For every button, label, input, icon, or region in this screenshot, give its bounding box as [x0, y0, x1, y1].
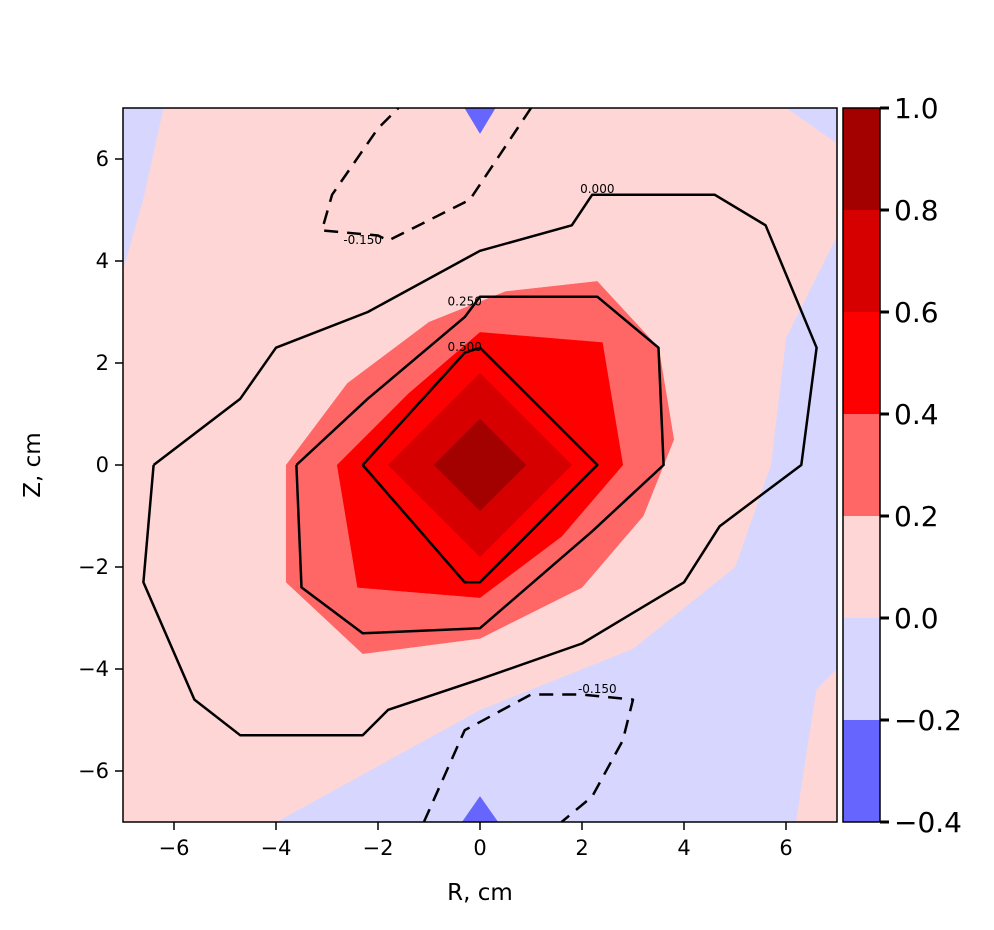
colorbar-tick-label: 0.0: [894, 602, 939, 635]
colorbar-segment: [843, 414, 880, 516]
x-tick-label: −2: [363, 836, 394, 860]
colorbar-segment: [843, 108, 880, 210]
filled-region-2: [795, 668, 837, 822]
colorbar-tick-label: 0.4: [894, 398, 939, 431]
contour-label-1: 0.250: [448, 294, 482, 308]
colorbar-tick-label: 0.2: [894, 500, 939, 533]
contour-line-4: [422, 693, 635, 822]
contour-label-2: 0.500: [448, 340, 482, 354]
x-tick-label: 4: [677, 836, 690, 860]
colorbar-tick-label: 1.0: [894, 92, 939, 125]
y-tick-label: 4: [96, 249, 109, 273]
x-tick-label: 2: [575, 836, 588, 860]
contour-label-4: -0.150: [578, 682, 617, 696]
y-tick-label: 6: [96, 147, 109, 171]
y-tick-label: −4: [78, 657, 109, 681]
colorbar-tick-label: −0.2: [894, 704, 962, 737]
colorbar-segment: [843, 516, 880, 618]
contour-labels: 0.000 0.250 0.500 -0.150 -0.150: [343, 182, 616, 696]
filled-region-7: [464, 108, 496, 134]
colorbar-frame: [842, 107, 881, 823]
x-tick-label: −4: [261, 836, 292, 860]
contour-line-2: [361, 346, 599, 584]
contour-line-0: [142, 193, 818, 737]
colorbar: −0.4 −0.2 0.0 0.2 0.4 0.6 0.8 1.0: [842, 92, 962, 839]
colorbar-segment: [843, 720, 880, 822]
x-tick-label: 0: [473, 836, 486, 860]
filled-region-6: [433, 418, 527, 512]
contour-lines: [142, 108, 818, 822]
filled-contours: [123, 108, 837, 822]
colorbar-tick-label: 0.6: [894, 296, 939, 329]
colorbar-tick-label: −0.4: [894, 806, 962, 839]
y-tick-label: 0: [96, 453, 109, 477]
contour-label-0: 0.000: [580, 182, 614, 196]
colorbar-tick-label: 0.8: [894, 194, 939, 227]
x-axis-label: R, cm: [447, 880, 513, 906]
contour-line-3: [320, 108, 533, 242]
colorbar-segment: [843, 210, 880, 312]
y-tick-label: 2: [96, 351, 109, 375]
contour-line-1: [295, 295, 665, 635]
x-tick-label: −6: [159, 836, 190, 860]
y-tick-label: −6: [78, 759, 109, 783]
y-axis-label: Z, cm: [20, 432, 46, 497]
colorbar-segment: [843, 312, 880, 414]
contour-label-3: -0.150: [343, 233, 382, 247]
x-axis: −6 −4 −2 0 2 4 6: [159, 822, 793, 860]
y-axis: −6 −4 −2 0 2 4 6: [78, 147, 123, 783]
colorbar-segment: [843, 618, 880, 720]
y-tick-label: −2: [78, 555, 109, 579]
filled-region-8: [461, 796, 499, 822]
x-tick-label: 6: [779, 836, 792, 860]
